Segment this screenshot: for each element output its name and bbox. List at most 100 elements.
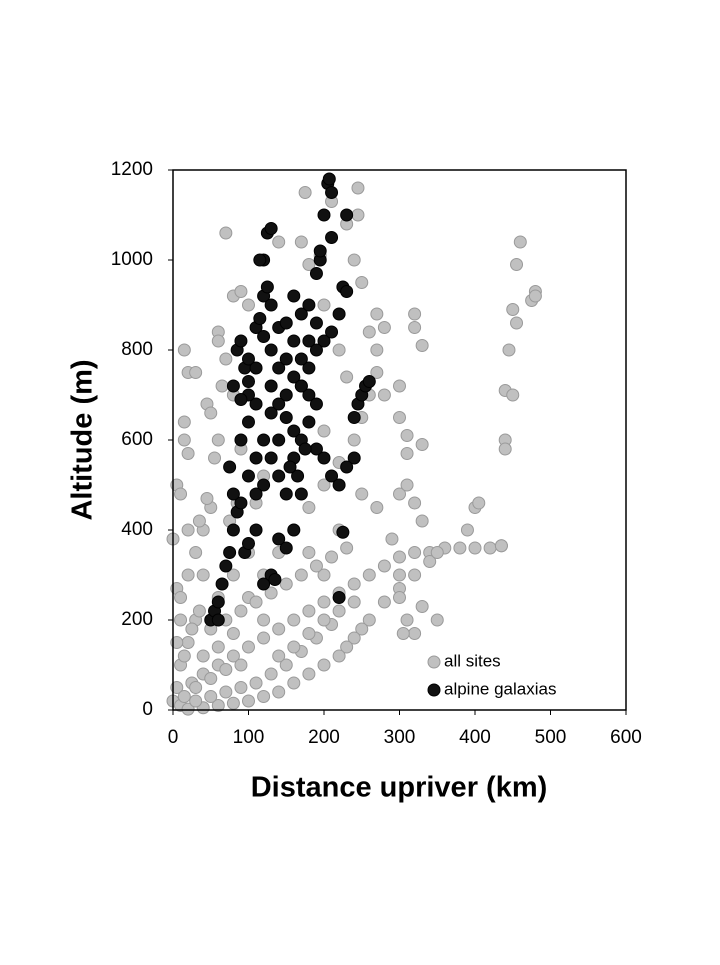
data-point	[302, 546, 316, 559]
data-point	[287, 424, 301, 438]
data-point	[287, 523, 301, 537]
data-point	[253, 312, 267, 325]
data-point	[298, 442, 312, 456]
data-point	[283, 460, 297, 474]
data-point	[219, 352, 233, 366]
data-point	[347, 411, 361, 424]
data-point	[317, 424, 331, 438]
data-point	[325, 231, 339, 244]
data-point	[249, 523, 263, 537]
data-point	[200, 492, 214, 505]
data-point	[249, 487, 263, 501]
data-point	[226, 523, 240, 537]
data-point	[215, 379, 229, 393]
legend-marker	[427, 683, 441, 697]
data-point	[189, 681, 203, 694]
data-point	[408, 496, 422, 510]
data-point	[196, 649, 210, 663]
data-point	[291, 469, 305, 483]
data-point	[234, 285, 248, 298]
data-point	[347, 253, 361, 267]
data-point	[468, 541, 482, 555]
data-point	[249, 397, 263, 411]
data-point	[242, 694, 255, 708]
data-point	[279, 658, 293, 672]
data-point	[302, 361, 316, 375]
data-point	[264, 406, 278, 420]
data-point	[177, 690, 191, 703]
y-tick-label: 1000	[111, 249, 153, 270]
data-point	[170, 681, 184, 694]
data-point	[317, 451, 331, 465]
data-point	[351, 181, 365, 195]
data-point	[223, 460, 237, 474]
data-point	[340, 208, 354, 222]
data-point	[257, 631, 271, 645]
data-point	[226, 487, 240, 501]
data-point	[177, 433, 191, 447]
x-tick-label: 400	[459, 727, 491, 748]
data-point	[287, 334, 301, 348]
data-point	[257, 330, 271, 343]
data-point	[332, 649, 346, 663]
data-point	[272, 433, 286, 447]
data-point	[460, 523, 474, 537]
data-point	[332, 307, 346, 321]
data-point	[302, 415, 316, 429]
data-point	[287, 289, 301, 303]
data-point	[272, 235, 286, 249]
data-point	[264, 451, 278, 465]
x-tick-label: 0	[168, 727, 179, 748]
data-point	[204, 690, 218, 703]
data-point	[302, 298, 316, 312]
x-axis-title: Distance upriver (km)	[251, 772, 548, 804]
data-point	[294, 568, 308, 582]
data-point	[400, 613, 414, 627]
data-point	[415, 339, 429, 352]
data-point	[332, 591, 346, 604]
data-point	[287, 370, 301, 384]
data-point	[249, 361, 263, 375]
data-point	[393, 379, 406, 393]
data-point	[302, 501, 316, 514]
data-point	[332, 343, 346, 357]
data-point	[313, 244, 327, 258]
data-point	[174, 487, 188, 501]
data-point	[528, 289, 542, 303]
data-point	[347, 433, 361, 447]
data-point	[396, 627, 410, 640]
data-point	[177, 343, 191, 357]
x-tick-label: 100	[233, 727, 265, 748]
data-point	[211, 595, 225, 609]
data-point	[408, 627, 422, 640]
x-tick-label: 200	[308, 727, 340, 748]
data-point	[185, 622, 199, 636]
data-point	[219, 559, 233, 573]
y-tick-label: 1200	[111, 159, 153, 180]
data-point	[317, 298, 331, 312]
data-point	[415, 514, 429, 528]
y-tick-label: 0	[142, 699, 153, 720]
data-point	[294, 235, 308, 249]
data-point	[483, 541, 497, 555]
data-point	[211, 433, 225, 447]
data-point	[272, 685, 286, 699]
data-point	[302, 667, 316, 681]
data-point	[264, 586, 278, 600]
data-point	[340, 285, 354, 298]
data-point	[279, 541, 293, 555]
data-point	[317, 658, 331, 672]
data-point	[181, 523, 195, 537]
data-point	[393, 487, 406, 501]
data-point	[340, 541, 354, 555]
data-point	[362, 568, 376, 582]
data-point	[309, 559, 323, 573]
data-point	[294, 379, 308, 393]
data-point	[317, 613, 331, 627]
data-point	[502, 343, 516, 357]
data-point	[189, 366, 203, 379]
data-point	[355, 487, 369, 501]
y-axis-title: Altitude (m)	[67, 359, 99, 520]
